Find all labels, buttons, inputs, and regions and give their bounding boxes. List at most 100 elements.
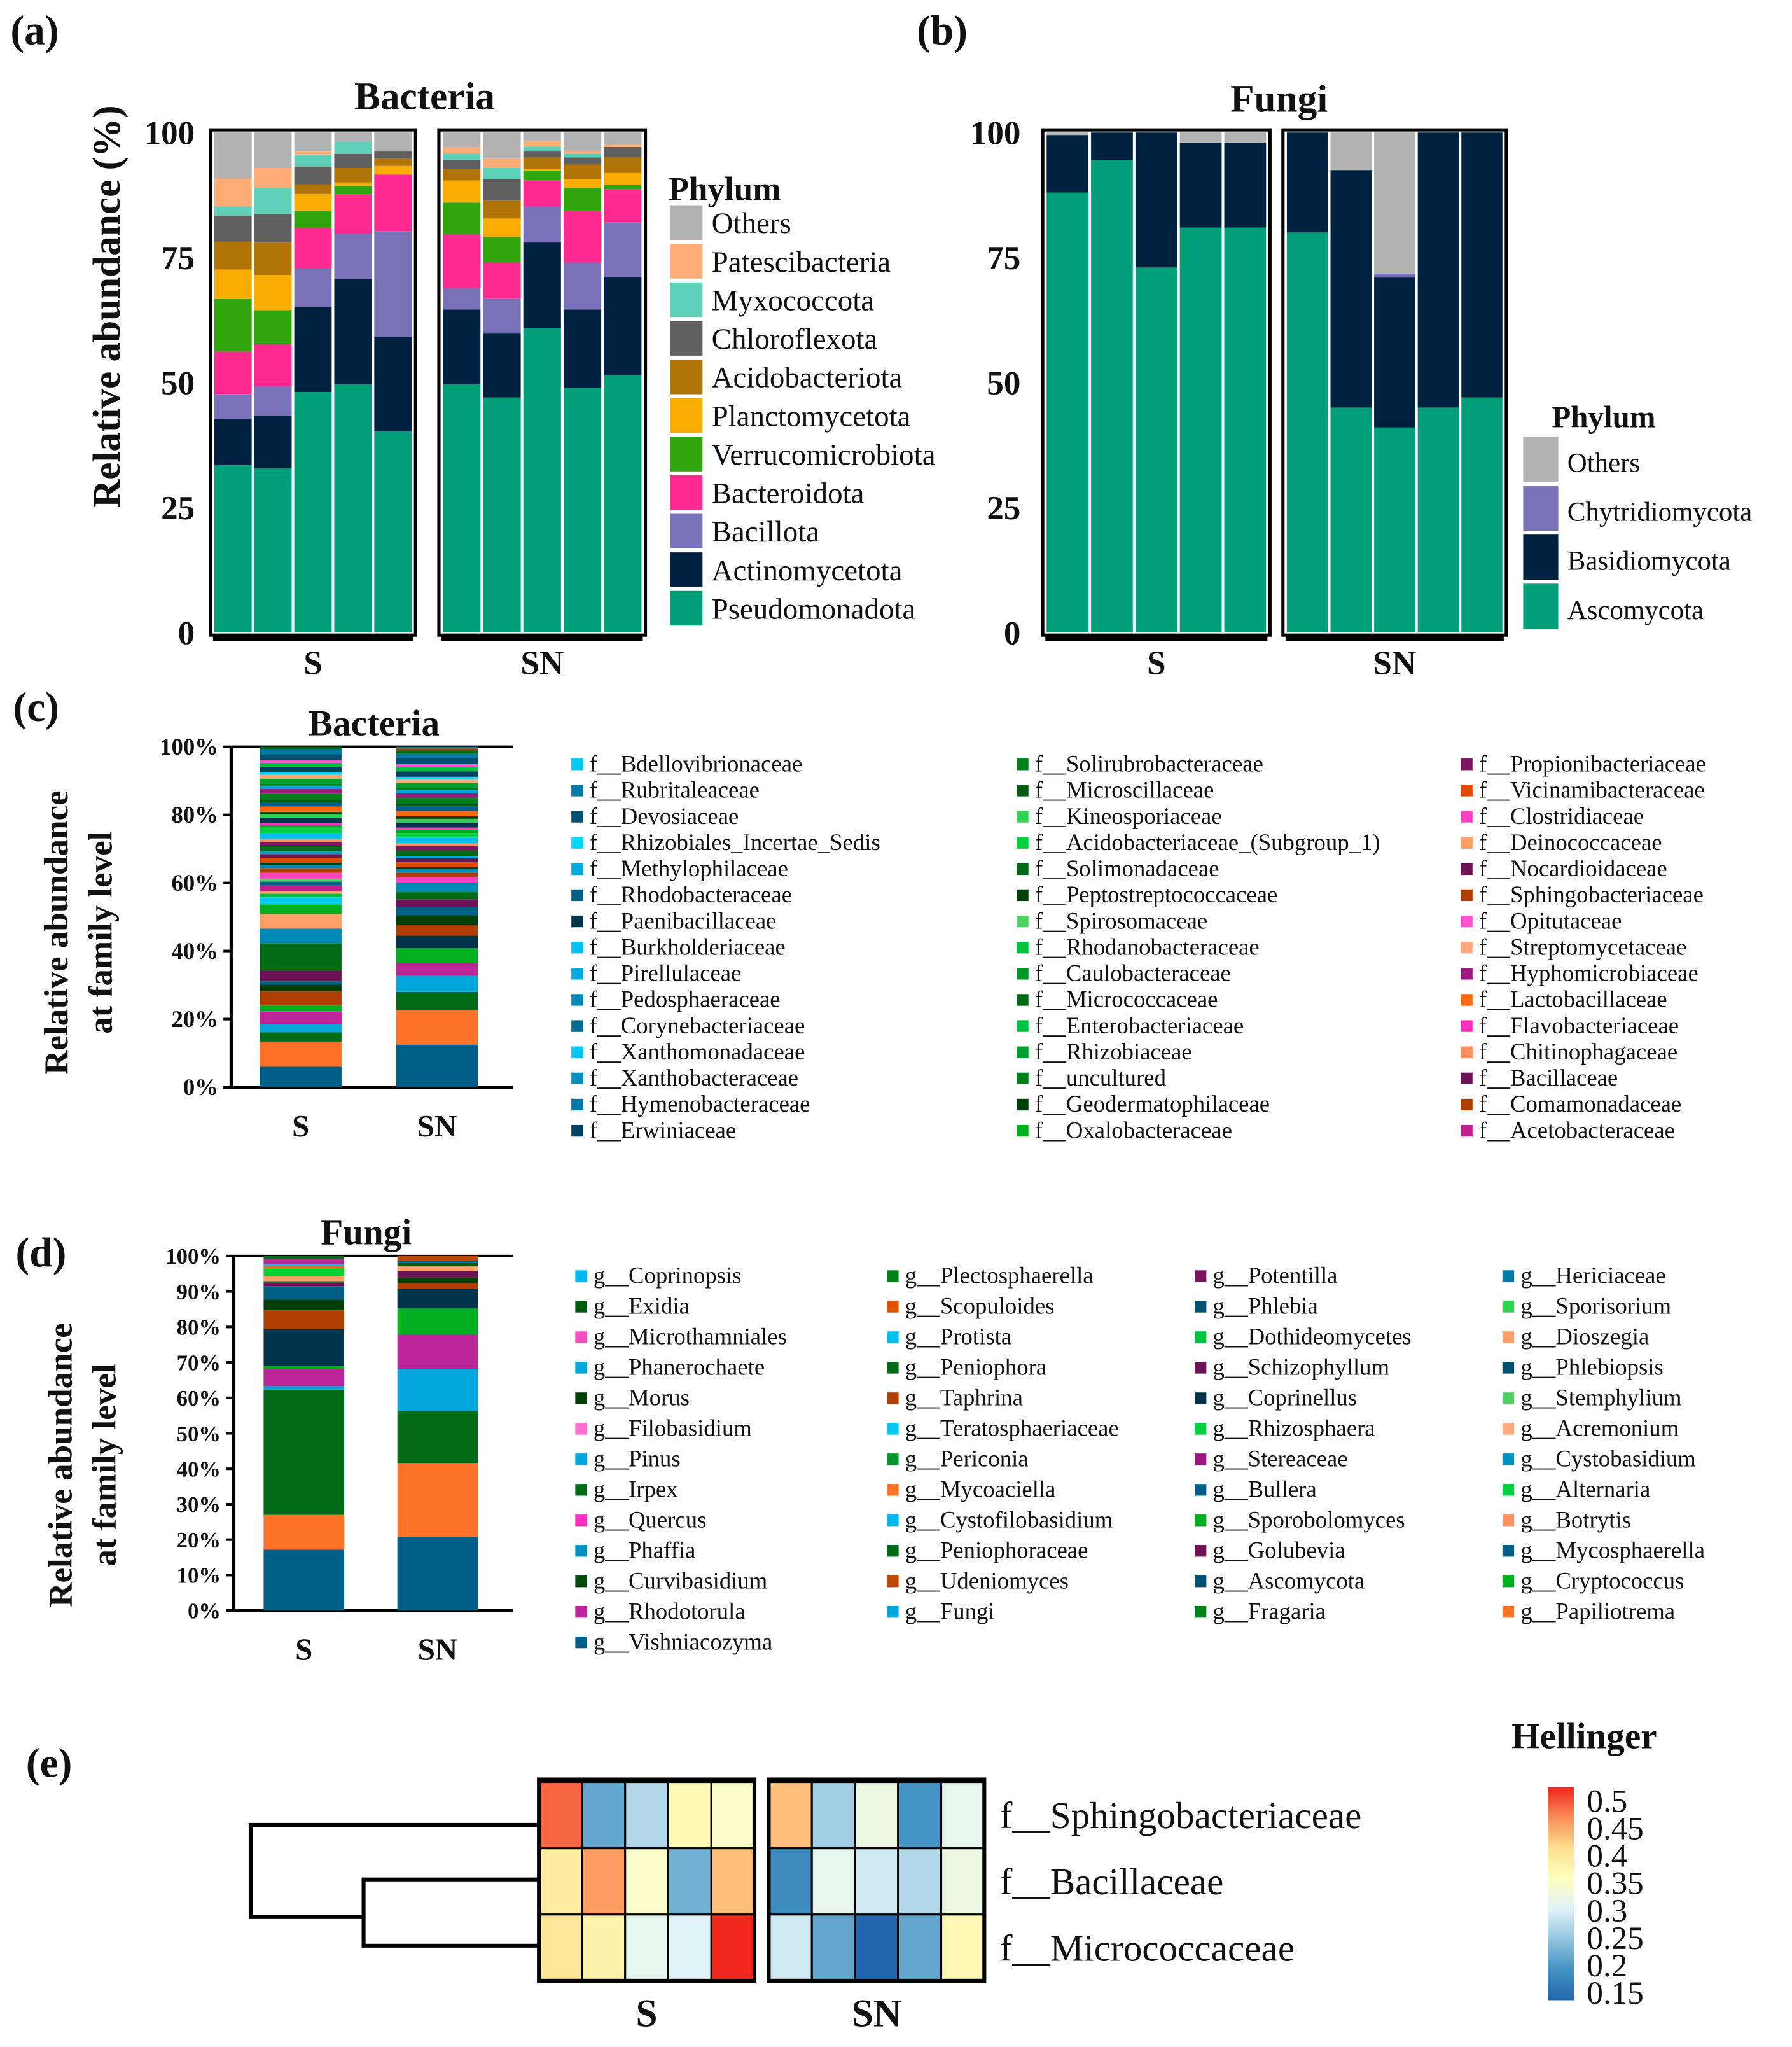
bar-segment-bacteroidota (523, 180, 561, 207)
legend-swatch (575, 1514, 587, 1527)
y-axis-label-line2: at family level (87, 1364, 123, 1566)
legend-label: g__Acremonium (1520, 1415, 1679, 1441)
y-tick-label: 0% (183, 1074, 218, 1100)
heatmap-cell (667, 1913, 712, 1982)
legend-swatch (887, 1575, 899, 1588)
bar-segment-minor (260, 885, 342, 891)
bar-segment-basidiomycota (1461, 132, 1503, 398)
bar-segment-minor (260, 778, 342, 784)
bar-segment-minor (260, 823, 342, 825)
bar-segment-pseudomonadota (604, 375, 642, 633)
chart-title: Bacteria (309, 703, 440, 743)
legend-label: f__Hymenobacteraceae (590, 1091, 810, 1117)
legend-label: Others (1567, 448, 1640, 478)
bar-segment-patescibacteria (254, 168, 292, 188)
y-tick-label: 75 (987, 240, 1020, 277)
bar-segment-minor (260, 812, 342, 815)
legend-label: f__Sphingobacteriaceae (1479, 881, 1704, 907)
legend-label: f__Solimonadaceae (1035, 855, 1219, 881)
legend-swatch (1502, 1392, 1515, 1404)
y-tick-label: 50 (987, 365, 1020, 402)
legend-swatch (1194, 1453, 1207, 1465)
bar-segment-minor (396, 793, 478, 799)
dendrogram-inner-branch (361, 1877, 539, 1948)
legend-label: Bacteroidota (712, 477, 865, 510)
y-tick-label: 25 (161, 490, 195, 527)
heatmap-cell (710, 1781, 756, 1850)
bar-segment-minor (396, 867, 478, 869)
legend-swatch (1194, 1362, 1207, 1374)
legend-label: Basidiomycota (1567, 547, 1731, 576)
legend-swatch (575, 1484, 587, 1496)
legend-label: g__Sporobolomyces (1213, 1507, 1405, 1533)
heatmap-cell (581, 1781, 627, 1850)
legend-label: f__Corynebacteriaceae (590, 1012, 805, 1038)
y-tick-label: 0 (1004, 615, 1021, 652)
bar-sample-8 (523, 132, 561, 633)
bar-segment-pseudomonadota (254, 468, 292, 633)
bar-segment-pseudomonadota (374, 431, 412, 633)
chart-title: Fungi (321, 1213, 412, 1253)
bar-segment-minor (396, 764, 478, 767)
heatmap-cell (581, 1847, 627, 1916)
bar-segment-minor (263, 1259, 344, 1264)
bar-segment-patescibacteria (483, 158, 521, 169)
bar-segment-minor (260, 865, 342, 869)
bar-segment-verrucomicrobiota (443, 202, 481, 235)
bar-segment-minor (396, 843, 478, 847)
bar-segment-minor (396, 790, 478, 793)
legend-label: g__Plectosphaerella (905, 1262, 1094, 1289)
bar-segment-minor (260, 772, 342, 775)
bar-segment-minor (396, 850, 478, 856)
bar-segment-patescibacteria (523, 140, 561, 147)
legend-label: f__Vicinamibacteraceae (1479, 777, 1705, 803)
bar-segment-pseudomonadota (294, 392, 332, 633)
legend-label: f__Paenibacillaceae (590, 907, 777, 933)
bar-segment (397, 1334, 478, 1369)
bar-segment (397, 1308, 478, 1335)
bar-segment-minor (396, 829, 478, 834)
x-tick-label: S (295, 1632, 312, 1667)
bar-segment (396, 1044, 478, 1087)
bar-segment-minor (396, 846, 478, 851)
bar-segment-chloroflexota (443, 160, 481, 169)
legend-swatch (1523, 486, 1559, 531)
bar-segment-others (374, 132, 412, 152)
y-tick-label: 40% (177, 1457, 221, 1481)
legend-swatch (887, 1453, 899, 1465)
legend-label: f__Pedosphaeraceae (590, 986, 781, 1012)
legend-label: g__Mycoaciella (905, 1476, 1056, 1502)
bar-segment-minor (260, 858, 342, 863)
row-label: f__Bacillaceae (1000, 1861, 1224, 1903)
legend-label: g__Morus (594, 1385, 690, 1411)
y-tick-label: 0% (188, 1598, 221, 1623)
bar-segment (263, 1549, 344, 1611)
bar-segment-bacillota (443, 288, 481, 310)
legend-label: g__Sporisorium (1520, 1293, 1671, 1319)
bar-segment (396, 935, 478, 949)
bar-segment-verrucomicrobiota (294, 210, 332, 228)
bar-segment-chloroflexota (214, 215, 252, 242)
colorbar-tick-label: 0.35 (1587, 1866, 1643, 1902)
panel-label-a: (a) (10, 8, 59, 53)
y-tick-label: 30% (177, 1492, 221, 1517)
bar-segment (397, 1537, 478, 1611)
bar-segment-chloroflexota (563, 157, 602, 165)
colorbar-tick-label: 0.25 (1587, 1921, 1643, 1957)
legend-label: f__Enterobacteriaceae (1035, 1012, 1244, 1038)
bar-segment-actinomycetota (374, 337, 412, 432)
bar-segment-basidiomycota (1417, 132, 1459, 408)
bar-sample-6 (1286, 132, 1328, 633)
legend-swatch (670, 513, 703, 549)
bar-segment-ascomycota (1330, 407, 1372, 633)
bar-segment-minor (396, 776, 478, 779)
x-tick-label: SN (417, 1108, 457, 1143)
heatmap-cell (581, 1913, 627, 1982)
bar-segment-planctomycetota (443, 180, 481, 203)
bar-sample-7 (483, 132, 521, 633)
legend-swatch (1194, 1605, 1207, 1618)
legend-swatch (571, 968, 583, 980)
legend-swatch (1461, 1020, 1473, 1032)
bar-segment-minor (396, 804, 478, 807)
legend-swatch (1461, 837, 1473, 849)
